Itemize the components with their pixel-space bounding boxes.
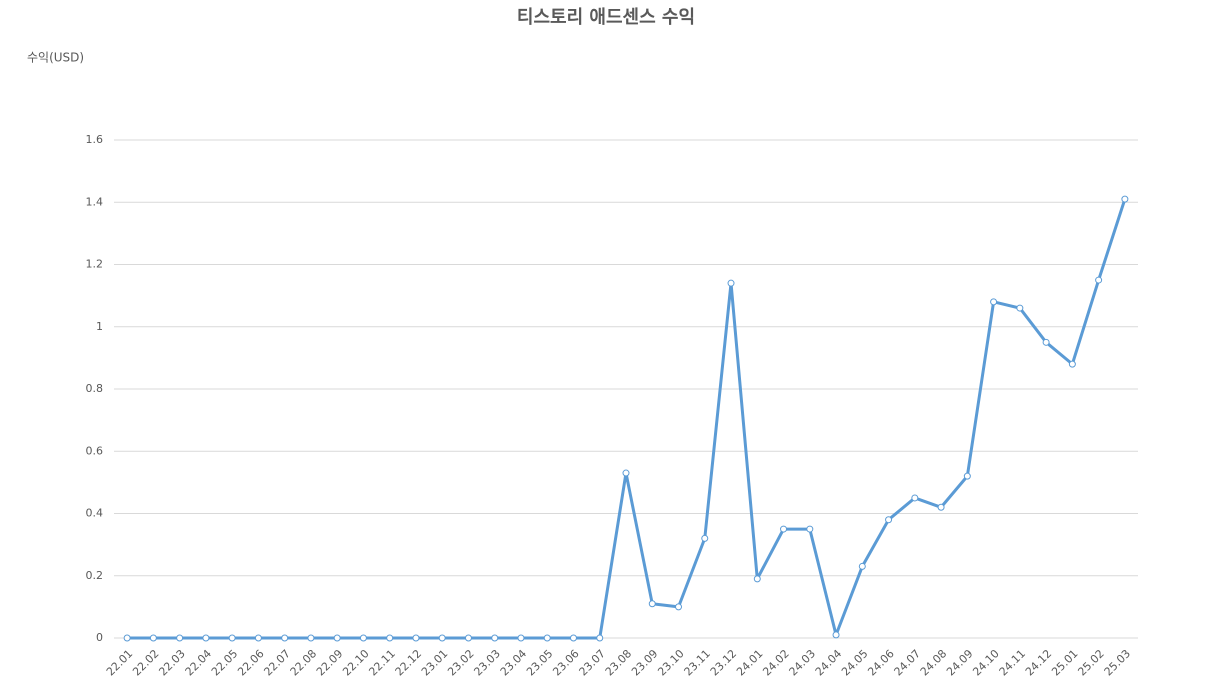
y-axis-label: 수익(USD) — [27, 51, 84, 65]
x-tick-label: 23.12 — [708, 647, 739, 678]
point — [333, 634, 341, 642]
y-tick-label: 0 — [96, 631, 103, 644]
point — [491, 634, 499, 642]
x-tick-label: 24.10 — [970, 647, 1001, 678]
x-tick-label: 24.01 — [734, 647, 765, 678]
point — [648, 600, 656, 608]
x-tick-label: 24.07 — [892, 647, 923, 678]
y-tick-label: 0.2 — [86, 569, 104, 582]
x-tick-label: 23.05 — [524, 647, 555, 678]
point — [963, 472, 971, 480]
point — [412, 634, 420, 642]
point — [149, 634, 157, 642]
point — [228, 634, 236, 642]
point — [543, 634, 551, 642]
point — [727, 279, 735, 287]
x-tick-label: 24.03 — [787, 647, 818, 678]
point — [990, 298, 998, 306]
x-tick-label: 23.09 — [629, 647, 660, 678]
x-tick-label: 23.11 — [682, 647, 713, 678]
point — [1121, 195, 1129, 203]
x-tick-label: 23.06 — [550, 647, 581, 678]
point — [911, 494, 919, 502]
point — [438, 634, 446, 642]
x-tick-label: 23.01 — [419, 647, 450, 678]
point — [254, 634, 262, 642]
x-tick-label: 23.08 — [603, 647, 634, 678]
x-tick-label: 25.02 — [1075, 647, 1106, 678]
x-tick-label: 22.12 — [393, 647, 424, 678]
point — [1068, 360, 1076, 368]
y-tick-label: 0.6 — [86, 444, 104, 457]
x-tick-label: 24.08 — [918, 647, 949, 678]
x-tick-label: 24.09 — [944, 647, 975, 678]
x-tick-label: 22.10 — [340, 647, 371, 678]
x-tick-label: 22.11 — [366, 647, 397, 678]
point — [359, 634, 367, 642]
x-tick-label: 24.11 — [997, 647, 1028, 678]
point — [753, 575, 761, 583]
y-tick-label: 1.4 — [86, 195, 104, 208]
x-tick-label: 22.04 — [183, 647, 214, 678]
x-tick-label: 24.12 — [1023, 647, 1054, 678]
point — [622, 469, 630, 477]
x-tick-label: 22.03 — [156, 647, 187, 678]
point — [701, 534, 709, 542]
x-tick-label: 25.03 — [1102, 647, 1133, 678]
y-tick-label: 1.6 — [86, 133, 104, 146]
point — [176, 634, 184, 642]
point — [202, 634, 210, 642]
x-tick-label: 22.06 — [235, 647, 266, 678]
chart-title: 티스토리 애드센스 수익 — [517, 7, 695, 28]
y-tick-label: 1 — [96, 320, 103, 333]
y-tick-label: 1.2 — [86, 258, 104, 271]
x-tick-label: 25.01 — [1049, 647, 1080, 678]
point — [307, 634, 315, 642]
x-tick-label: 22.08 — [288, 647, 319, 678]
x-tick-label: 22.02 — [130, 647, 161, 678]
x-tick-label: 24.06 — [865, 647, 896, 678]
x-tick-label: 23.02 — [445, 647, 476, 678]
point — [937, 503, 945, 511]
point — [464, 634, 472, 642]
x-tick-label: 24.04 — [813, 647, 844, 678]
point — [386, 634, 394, 642]
x-tick-label: 23.07 — [577, 647, 608, 678]
x-tick-label: 24.05 — [839, 647, 870, 678]
point — [1042, 338, 1050, 346]
point — [517, 634, 525, 642]
point — [832, 631, 840, 639]
x-tick-label: 22.01 — [104, 647, 135, 678]
point — [569, 634, 577, 642]
point — [885, 516, 893, 524]
point — [858, 562, 866, 570]
point — [780, 525, 788, 533]
y-tick-label: 0.4 — [86, 507, 104, 520]
x-tick-label: 23.10 — [655, 647, 686, 678]
y-tick-label: 0.8 — [86, 382, 104, 395]
x-tick-label: 24.02 — [760, 647, 791, 678]
point — [596, 634, 604, 642]
point — [806, 525, 814, 533]
point — [1016, 304, 1024, 312]
x-tick-label: 23.03 — [471, 647, 502, 678]
point — [1095, 276, 1103, 284]
point — [123, 634, 131, 642]
x-tick-label: 22.05 — [209, 647, 240, 678]
x-tick-label: 22.07 — [261, 647, 292, 678]
point — [281, 634, 289, 642]
x-tick-label: 23.04 — [498, 647, 529, 678]
point — [675, 603, 683, 611]
x-tick-label: 22.09 — [314, 647, 345, 678]
